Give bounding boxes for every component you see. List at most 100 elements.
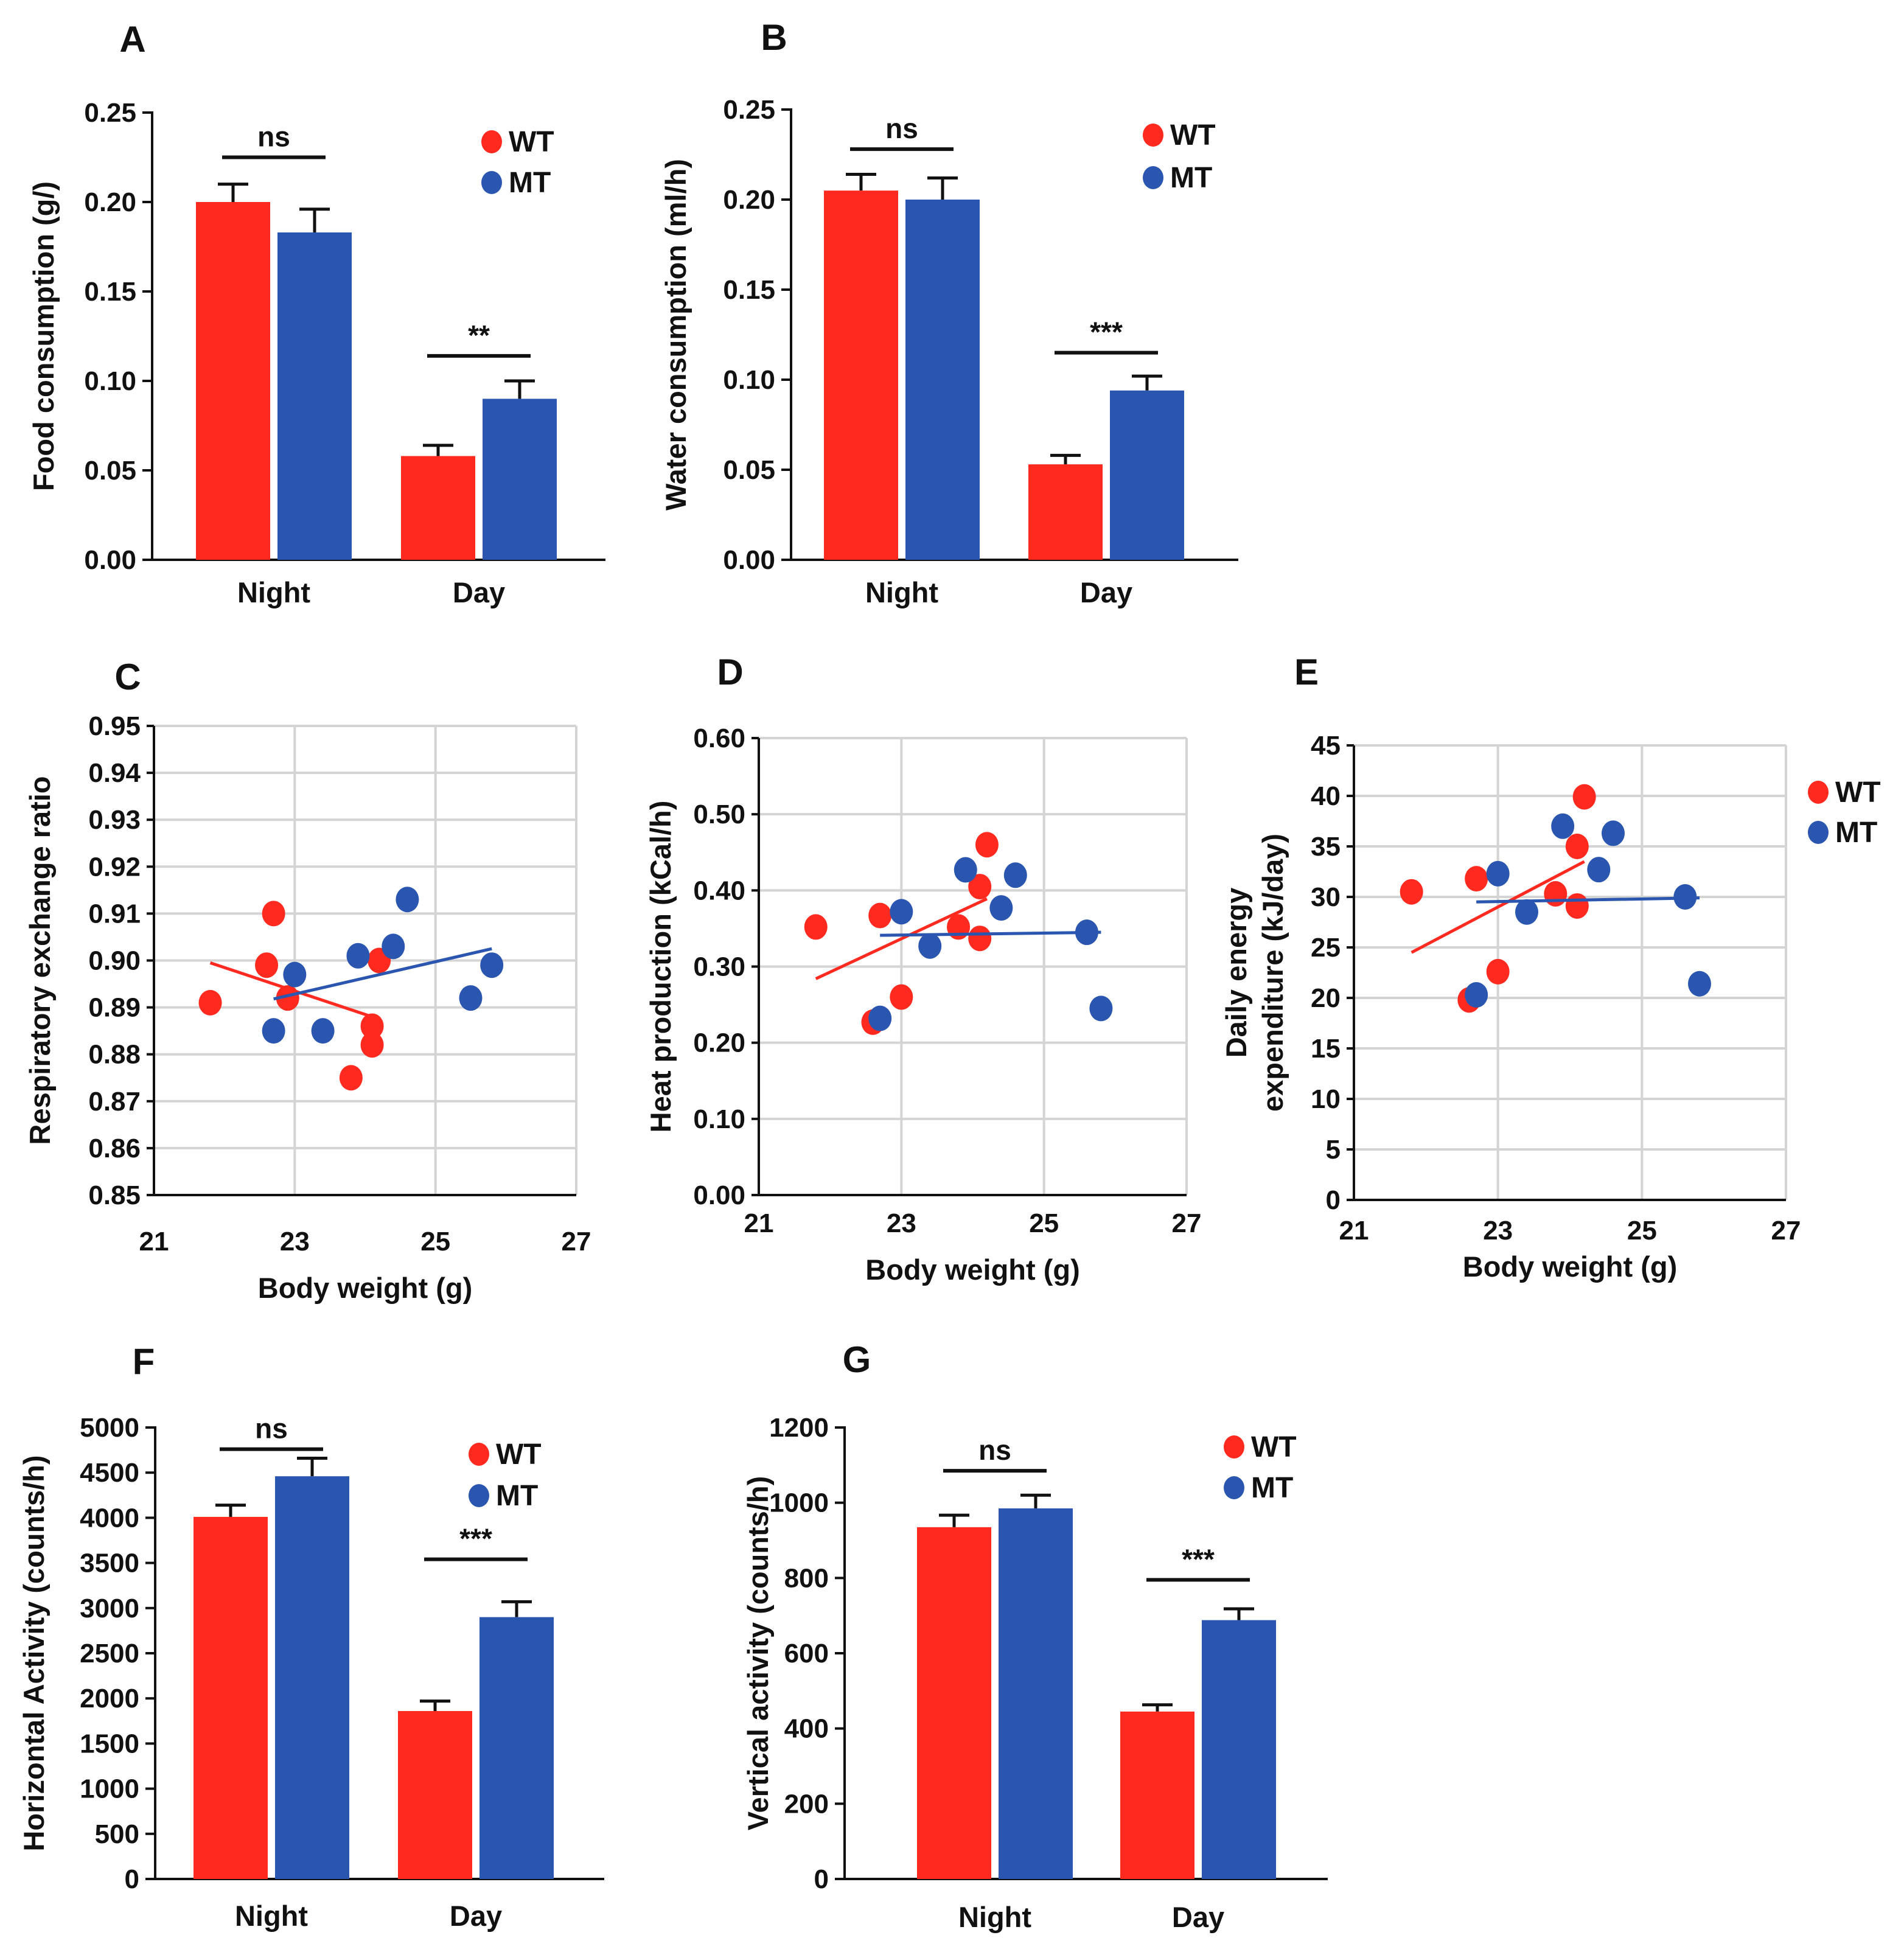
y-tick-label: 0.85 <box>88 1180 141 1210</box>
point-mt <box>311 1018 335 1044</box>
y-tick-label: 3500 <box>80 1549 139 1578</box>
y-tick-label: 0.10 <box>723 365 775 395</box>
y-tick-label: 0.50 <box>693 800 745 829</box>
point-mt <box>1551 813 1575 839</box>
trend-line-wt <box>209 961 373 1019</box>
legend-label-mt: MT <box>496 1480 538 1512</box>
panel-letter-c: C <box>114 657 141 697</box>
point-mt <box>1515 899 1538 925</box>
y-tick-label: 1000 <box>80 1774 139 1804</box>
point-mt <box>1089 995 1113 1022</box>
x-tick-label: 25 <box>1029 1208 1059 1238</box>
bar-mt-day <box>1202 1620 1276 1879</box>
significance-label-day: *** <box>1090 316 1123 348</box>
point-mt <box>1486 860 1510 887</box>
y-tick-label: 400 <box>784 1714 829 1744</box>
x-tick-label: 25 <box>420 1227 450 1257</box>
y-axis-label: Food consumption (g/) <box>27 181 60 491</box>
point-wt <box>868 902 892 929</box>
y-tick-label: 0.90 <box>88 946 141 976</box>
x-axis-label: Body weight (g) <box>1463 1250 1677 1283</box>
point-mt <box>262 1018 285 1044</box>
y-tick-label: 0.88 <box>88 1040 141 1070</box>
y-tick-label: 2000 <box>80 1684 139 1713</box>
point-mt <box>1688 971 1711 997</box>
y-tick-label: 45 <box>1311 731 1341 761</box>
y-axis-label: Heat production (kCal/h) <box>644 801 677 1133</box>
panel-letter-e: E <box>1294 652 1319 692</box>
point-wt <box>1544 881 1567 907</box>
legend-marker-wt <box>469 1443 489 1466</box>
y-tick-label: 0.94 <box>88 758 141 788</box>
y-tick-label: 15 <box>1311 1034 1341 1064</box>
y-tick-label: 0.30 <box>693 952 745 982</box>
y-tick-label: 0.91 <box>88 899 141 929</box>
point-wt <box>262 901 285 927</box>
y-axis-label-line: expenditure (kJ/day) <box>1257 834 1289 1112</box>
x-category-label-day: Day <box>453 576 505 608</box>
y-tick-label: 0 <box>814 1864 829 1894</box>
bar-wt-night <box>194 1516 268 1879</box>
y-tick-label: 0 <box>125 1864 139 1894</box>
y-tick-label: 0.20 <box>84 187 136 217</box>
panel-f: F 0 500 1000 1500 2000 2500 3000 3500 4000 4500 500… <box>18 1341 604 1932</box>
legend-marker-mt <box>1808 821 1829 844</box>
y-axis-label: Horizontal Activity (counts/h) <box>18 1455 50 1851</box>
point-wt <box>1565 834 1589 859</box>
panel-e: E 0 5 10 15 20 25 30 35 40 45 21 23 25 27 Body weight (… <box>1220 652 1881 1283</box>
panel-a: A 0.00 0.05 0.10 0.15 0.20 0.25 Food consumptio… <box>27 19 605 608</box>
trend-line-mt <box>273 947 492 1001</box>
y-tick-label: 0.00 <box>693 1180 745 1210</box>
point-mt <box>954 857 977 883</box>
y-tick-label: 25 <box>1311 933 1341 963</box>
point-mt <box>1003 862 1027 888</box>
legend-marker-mt <box>1143 166 1163 189</box>
point-mt <box>918 933 942 959</box>
y-tick-label: 0.05 <box>723 455 775 485</box>
trend-line-mt <box>1476 896 1700 904</box>
x-axis-label: Body weight (g) <box>258 1272 472 1304</box>
legend-label-mt: MT <box>1170 162 1212 194</box>
legend-marker-wt <box>481 130 502 153</box>
y-tick-label: 0.15 <box>84 277 136 307</box>
point-wt <box>968 874 992 900</box>
point-mt <box>459 985 483 1011</box>
y-tick-label: 0.25 <box>723 95 775 125</box>
x-category-label-day: Day <box>450 1900 502 1932</box>
legend-label-wt: WT <box>1835 776 1881 809</box>
bar-mt-day <box>483 399 557 560</box>
y-axis-label-line: Daily energy <box>1220 888 1252 1058</box>
bar-wt-day <box>401 456 475 560</box>
y-tick-label: 35 <box>1311 832 1341 862</box>
x-category-label-night: Night <box>865 576 938 608</box>
significance-label-night: ns <box>255 1413 288 1445</box>
legend-label-mt: MT <box>1835 817 1877 849</box>
y-tick-label: 0.00 <box>723 545 775 575</box>
y-axis-label: Vertical activity (counts/h) <box>742 1476 774 1830</box>
y-tick-label: 0.00 <box>84 545 136 575</box>
panel-d: D 0.00 0.10 0.20 0.30 0.40 0.50 0.60 21 23 25 27 Bod… <box>644 652 1201 1286</box>
x-category-label-night: Night <box>237 576 310 608</box>
y-tick-label: 0.10 <box>693 1104 745 1134</box>
y-tick-label: 0 <box>1326 1185 1341 1215</box>
y-tick-label: 800 <box>784 1563 829 1593</box>
bar-wt-night <box>196 202 270 560</box>
bar-mt-night <box>277 232 352 560</box>
legend-label-wt: WT <box>509 126 554 158</box>
x-category-label-day: Day <box>1080 576 1132 608</box>
panel-letter-d: D <box>717 652 743 692</box>
x-tick-label: 23 <box>887 1208 916 1238</box>
y-tick-label: 10 <box>1311 1084 1341 1114</box>
point-mt <box>989 895 1013 921</box>
y-axis-label: Water consumption (ml/h) <box>660 159 692 511</box>
point-mt <box>480 952 504 978</box>
point-wt <box>360 1013 384 1039</box>
point-mt <box>1602 820 1625 846</box>
y-tick-label: 0.20 <box>723 185 775 215</box>
y-tick-label: 0.86 <box>88 1134 141 1163</box>
trend-line-mt <box>880 930 1101 937</box>
point-mt <box>382 933 405 960</box>
panel-letter-b: B <box>761 17 787 58</box>
bar-mt-day <box>479 1617 554 1879</box>
point-wt <box>1400 879 1423 905</box>
